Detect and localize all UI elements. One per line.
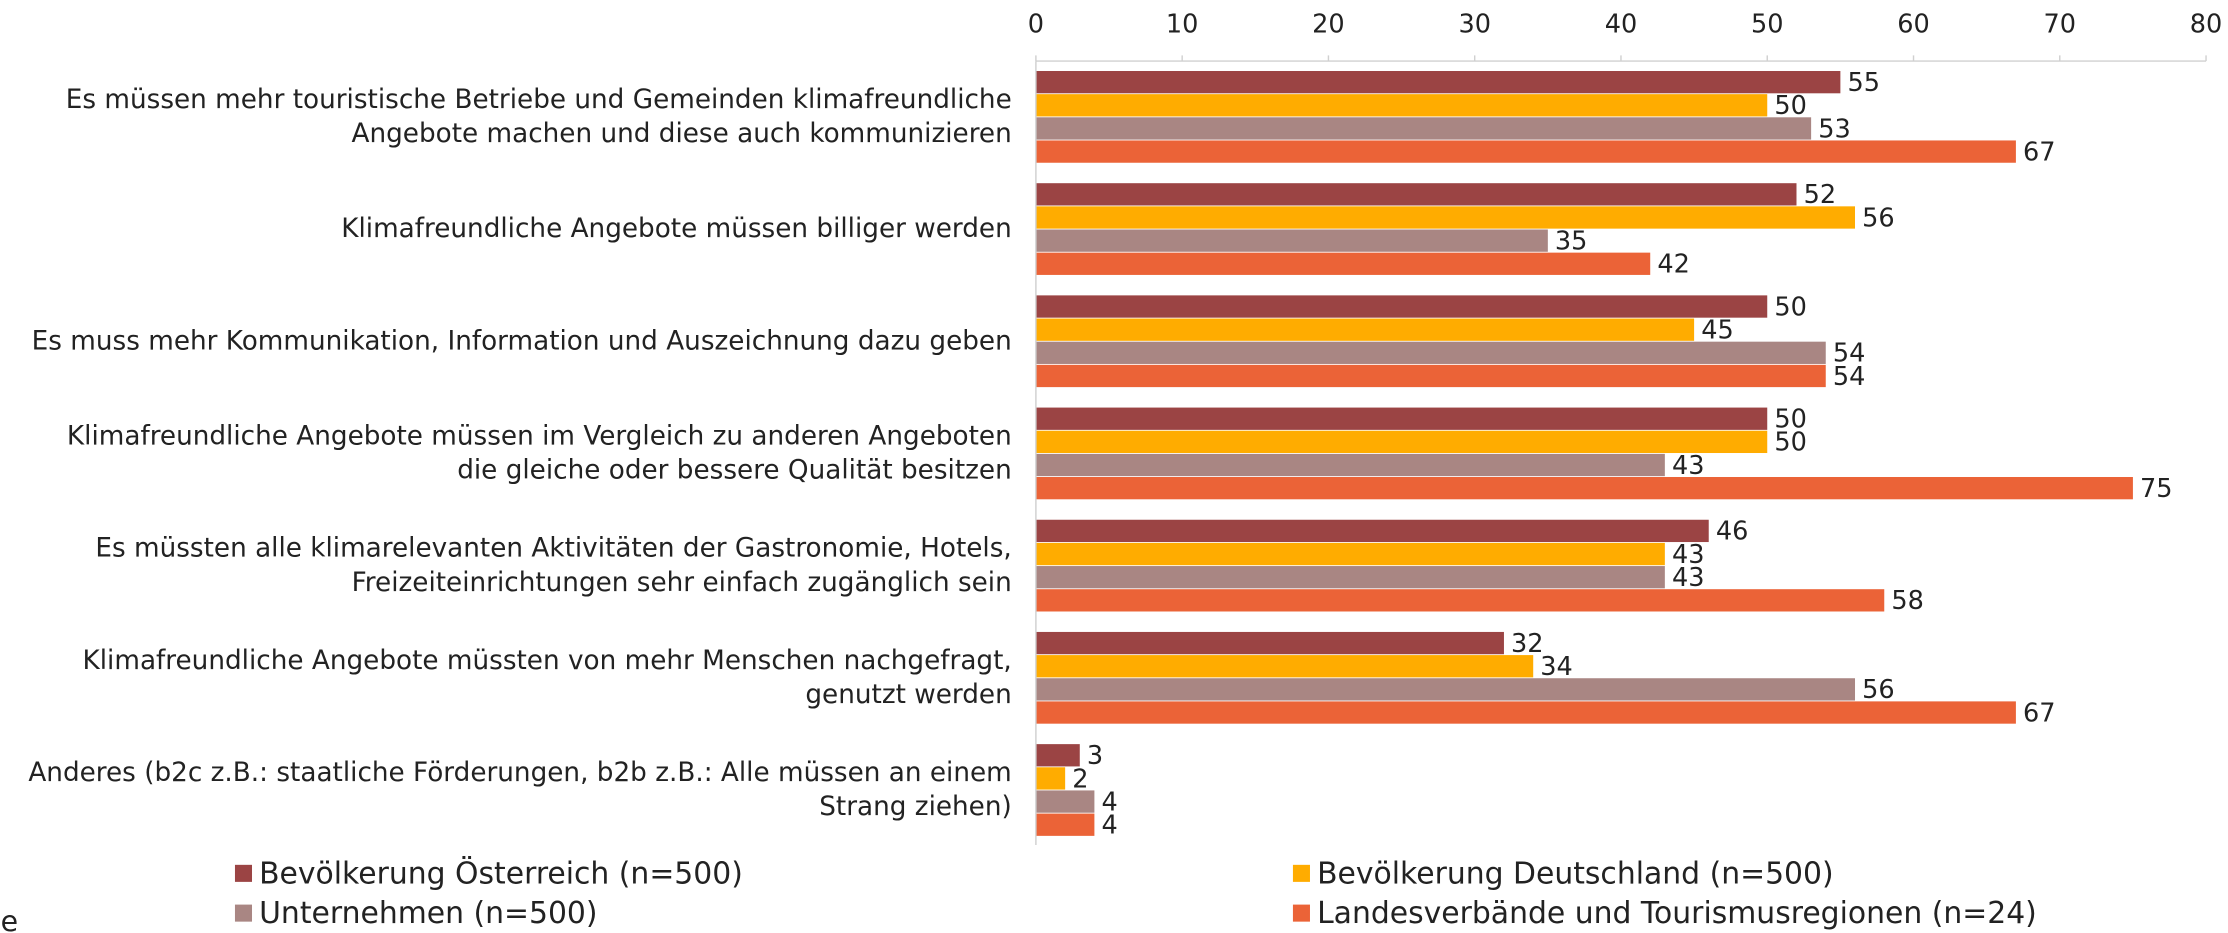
bar xyxy=(1035,589,1885,612)
category-label: Klimafreundliche Angebote müssten von me… xyxy=(82,645,1012,710)
data-label: 53 xyxy=(1818,114,1851,144)
category-label: Es müssten alle klimarelevanten Aktivitä… xyxy=(95,533,1012,598)
bar xyxy=(1035,453,1665,477)
data-label: 67 xyxy=(2023,137,2056,167)
category-label: Klimafreundliche Angebote müssen im Verg… xyxy=(66,421,1012,486)
data-label: 3 xyxy=(1087,741,1103,771)
bar xyxy=(1035,71,1841,94)
legend-label: Bevölkerung Österreich (n=500) xyxy=(259,855,743,891)
footer-fragment: e xyxy=(1,905,18,933)
data-label: 52 xyxy=(1804,180,1837,210)
bar xyxy=(1035,407,1768,430)
data-label: 43 xyxy=(1672,451,1705,481)
category-label-box: Es müssten alle klimarelevanten Aktivitä… xyxy=(95,533,1012,598)
category-label-box: Klimafreundliche Angebote müssen im Verg… xyxy=(66,421,1012,486)
legend-swatch xyxy=(234,864,253,882)
data-label: 35 xyxy=(1555,226,1588,256)
x-tick-label: 70 xyxy=(2044,10,2077,40)
legend-label: Unternehmen (n=500) xyxy=(259,896,597,931)
bar xyxy=(1035,790,1095,813)
bar xyxy=(1035,701,2016,724)
data-label: 32 xyxy=(1511,629,1544,659)
x-tick-label: 50 xyxy=(1751,10,1784,40)
bar xyxy=(1035,364,1826,388)
data-label: 54 xyxy=(1833,362,1866,392)
category-label-box: Es muss mehr Kommunikation, Information … xyxy=(31,326,1012,356)
data-label: 54 xyxy=(1833,339,1866,369)
bar xyxy=(1035,295,1768,318)
bar xyxy=(1035,140,2016,163)
legend-label: Landesverbände und Tourismusregionen (n=… xyxy=(1317,896,2037,931)
data-label: 42 xyxy=(1657,250,1690,280)
legend-swatch xyxy=(1292,864,1310,882)
data-label: 55 xyxy=(1847,68,1880,98)
category-label-box: Klimafreundliche Angebote müssen billige… xyxy=(341,213,1012,244)
bar xyxy=(1035,318,1695,341)
bar xyxy=(1035,678,1856,701)
bar xyxy=(1035,183,1797,206)
bar xyxy=(1035,519,1709,543)
category-label: Klimafreundliche Angebote müssen billige… xyxy=(341,213,1012,244)
bar xyxy=(1035,477,2133,500)
x-tick-label: 80 xyxy=(2190,10,2223,40)
bar xyxy=(1035,430,1768,454)
data-label: 34 xyxy=(1540,652,1573,682)
data-label: 50 xyxy=(1774,292,1807,322)
category-label: Es muss mehr Kommunikation, Information … xyxy=(31,326,1012,356)
x-tick-label: 10 xyxy=(1166,10,1199,40)
bar xyxy=(1035,341,1826,364)
bar xyxy=(1035,206,1856,229)
data-label: 58 xyxy=(1891,586,1924,616)
data-label: 46 xyxy=(1716,517,1749,547)
bar xyxy=(1035,813,1095,836)
data-label: 43 xyxy=(1672,563,1705,593)
bar xyxy=(1035,117,1812,140)
bar xyxy=(1035,655,1534,678)
data-label: 75 xyxy=(2140,474,2173,504)
bar xyxy=(1035,542,1665,566)
data-label: 50 xyxy=(1774,91,1807,121)
bar xyxy=(1035,744,1080,767)
legend-swatch xyxy=(234,904,253,922)
bar xyxy=(1035,252,1651,275)
bar xyxy=(1035,566,1665,589)
data-label: 50 xyxy=(1774,405,1807,435)
x-tick-label: 30 xyxy=(1458,10,1491,40)
category-label-box: Anderes (b2c z.B.: staatliche Förderunge… xyxy=(28,757,1012,822)
data-label: 2 xyxy=(1072,764,1088,794)
data-label: 4 xyxy=(1102,811,1118,841)
bar xyxy=(1035,631,1504,655)
data-label: 56 xyxy=(1862,675,1895,705)
x-tick-label: 60 xyxy=(1897,10,1930,40)
data-label: 43 xyxy=(1672,540,1705,570)
bar xyxy=(1035,94,1768,117)
x-tick-label: 20 xyxy=(1312,10,1345,40)
category-label: Es müssen mehr touristische Betriebe und… xyxy=(65,84,1012,149)
x-tick-label: 40 xyxy=(1605,10,1638,40)
legend-label: Bevölkerung Deutschland (n=500) xyxy=(1317,856,1834,891)
category-label: Anderes (b2c z.B.: staatliche Förderunge… xyxy=(28,757,1012,822)
category-label-box: Es müssen mehr touristische Betriebe und… xyxy=(65,84,1012,149)
legend-swatch xyxy=(1292,904,1310,922)
category-label-box: Klimafreundliche Angebote müssten von me… xyxy=(82,645,1012,710)
data-label: 50 xyxy=(1774,428,1807,458)
bar xyxy=(1035,229,1548,252)
data-label: 45 xyxy=(1701,316,1734,346)
data-label: 56 xyxy=(1862,203,1895,233)
data-label: 4 xyxy=(1102,787,1118,817)
bar xyxy=(1035,767,1066,790)
data-label: 67 xyxy=(2023,698,2056,728)
x-tick-label: 0 xyxy=(1028,10,1044,40)
